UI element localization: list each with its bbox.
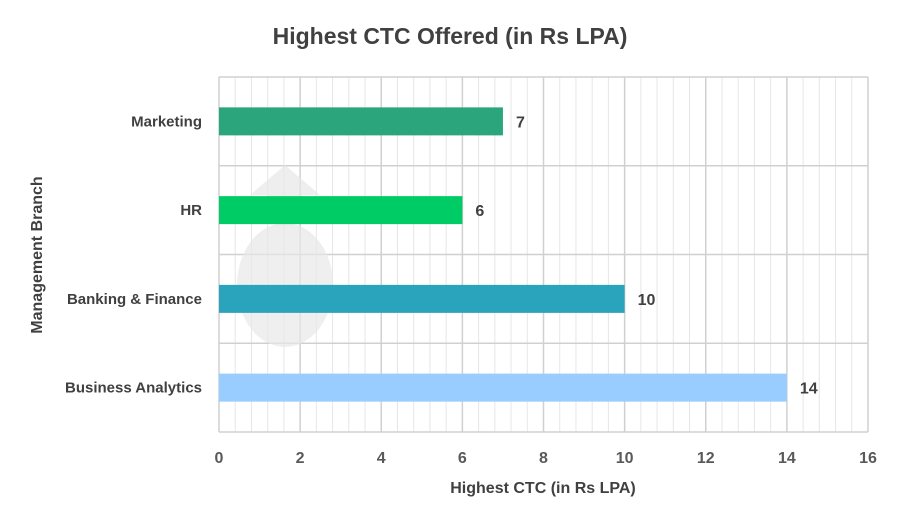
watermark-arrow-shape (250, 165, 320, 215)
x-tick-label: 14 (778, 450, 796, 467)
x-tick-label: 4 (377, 450, 386, 467)
bars (219, 107, 787, 402)
y-tick-label: Business Analytics (65, 380, 202, 397)
bar (219, 196, 463, 225)
bar (219, 284, 625, 313)
x-tick-label: 10 (616, 450, 634, 467)
data-label: 10 (638, 292, 656, 309)
data-label: 7 (516, 114, 525, 131)
data-label: 14 (800, 381, 818, 398)
x-tick-label: 12 (697, 450, 715, 467)
x-tick-label: 0 (215, 450, 224, 467)
data-label: 6 (475, 203, 484, 220)
y-axis-label: Management Branch (29, 176, 46, 333)
bar (219, 107, 503, 136)
y-tick-label: HR (180, 202, 202, 219)
x-tick-label: 6 (458, 450, 467, 467)
labels: 0 2 4 6 8 10 12 14 16 7 Marketing 6 HR 10 Banking & Fi… (65, 113, 877, 467)
x-tick-label: 16 (859, 450, 877, 467)
x-tick-label: 8 (539, 450, 548, 467)
x-tick-label: 2 (296, 450, 305, 467)
y-tick-label: Marketing (131, 113, 202, 130)
chart-title: Highest CTC Offered (in Rs LPA) (273, 23, 628, 49)
bar (219, 373, 787, 402)
x-axis-label: Highest CTC (in Rs LPA) (450, 480, 635, 497)
y-tick-label: Banking & Finance (67, 291, 202, 308)
grid (218, 76, 869, 433)
